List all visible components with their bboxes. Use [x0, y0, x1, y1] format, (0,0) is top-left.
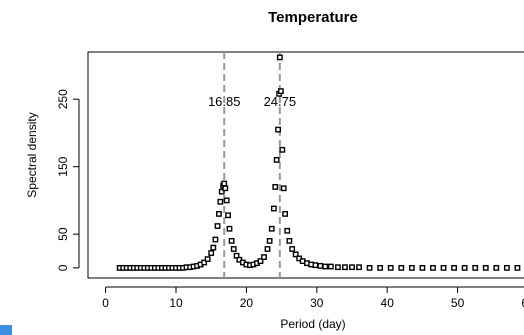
- y-tick-label: 150: [56, 156, 70, 176]
- data-point: [279, 146, 286, 153]
- data-point: [226, 225, 233, 232]
- data-point: [275, 126, 281, 133]
- data-point: [216, 211, 222, 217]
- data-point: [270, 205, 277, 212]
- corner-marker: [0, 325, 12, 335]
- data-point: [257, 258, 264, 265]
- data-point: [266, 237, 273, 244]
- data-point: [230, 246, 237, 252]
- data-point: [356, 264, 362, 271]
- data-point: [366, 264, 373, 271]
- data-point: [214, 223, 221, 229]
- data-point: [419, 264, 426, 271]
- y-tick-label: 50: [56, 227, 70, 241]
- data-point: [461, 264, 468, 271]
- data-point: [493, 264, 500, 271]
- x-tick-label: 50: [451, 296, 465, 310]
- data-point: [472, 264, 479, 271]
- data-point: [312, 262, 319, 269]
- y-axis: 0 50 150 250: [56, 89, 80, 271]
- y-axis-label: Spectral density: [25, 112, 39, 197]
- reference-lines: [223, 52, 281, 278]
- data-point: [377, 264, 384, 271]
- data-point: [408, 264, 415, 271]
- data-point: [277, 88, 284, 95]
- x-tick-label: 10: [169, 296, 183, 310]
- data-point: [272, 184, 279, 190]
- data-point: [387, 264, 394, 271]
- data-points: [116, 54, 521, 271]
- data-point: [212, 236, 219, 243]
- data-point: [322, 263, 329, 270]
- data-point: [276, 54, 283, 61]
- x-tick-label: 40: [381, 296, 395, 310]
- data-point: [430, 264, 436, 271]
- x-tick-label: 30: [310, 296, 324, 310]
- data-point: [289, 246, 296, 252]
- data-point: [514, 264, 521, 271]
- data-point: [261, 254, 267, 260]
- data-point: [204, 256, 211, 263]
- x-axis: 0 10 20 30 40 50 60: [102, 286, 524, 310]
- x-tick-label: 20: [240, 296, 254, 310]
- plot-area-frame: [87, 51, 524, 279]
- data-point: [264, 246, 271, 252]
- data-point: [280, 185, 287, 192]
- data-point: [282, 211, 289, 217]
- data-point: [208, 250, 215, 256]
- x-tick-label: 60: [521, 296, 524, 310]
- data-point: [268, 225, 275, 232]
- data-point: [317, 262, 324, 269]
- data-point: [342, 264, 348, 271]
- data-point: [273, 157, 280, 163]
- data-point: [503, 264, 510, 271]
- data-point: [284, 227, 291, 234]
- peak-annotations: 16.85 24.75: [208, 94, 296, 109]
- x-tick-label: 0: [102, 296, 109, 310]
- data-point: [335, 264, 341, 271]
- data-point: [221, 180, 228, 187]
- peak-annotation: 24.75: [264, 94, 297, 109]
- data-point: [218, 188, 225, 195]
- data-point: [286, 237, 293, 244]
- y-tick-label: 0: [56, 264, 70, 271]
- data-point: [482, 264, 489, 271]
- data-point: [292, 251, 299, 258]
- data-point: [217, 198, 224, 205]
- data-point: [201, 259, 208, 266]
- data-point: [228, 237, 235, 244]
- chart-title: Temperature: [268, 9, 358, 26]
- peak-annotation: 16.85: [208, 94, 241, 109]
- data-point: [451, 264, 457, 271]
- data-point: [210, 244, 217, 251]
- data-point: [222, 185, 229, 192]
- data-point: [398, 264, 405, 271]
- y-tick-label: 250: [56, 89, 70, 109]
- data-point: [225, 212, 231, 219]
- x-axis-label: Period (day): [280, 317, 345, 331]
- data-point: [223, 197, 230, 204]
- data-point: [349, 264, 355, 271]
- data-point: [327, 263, 334, 270]
- data-point: [440, 264, 447, 271]
